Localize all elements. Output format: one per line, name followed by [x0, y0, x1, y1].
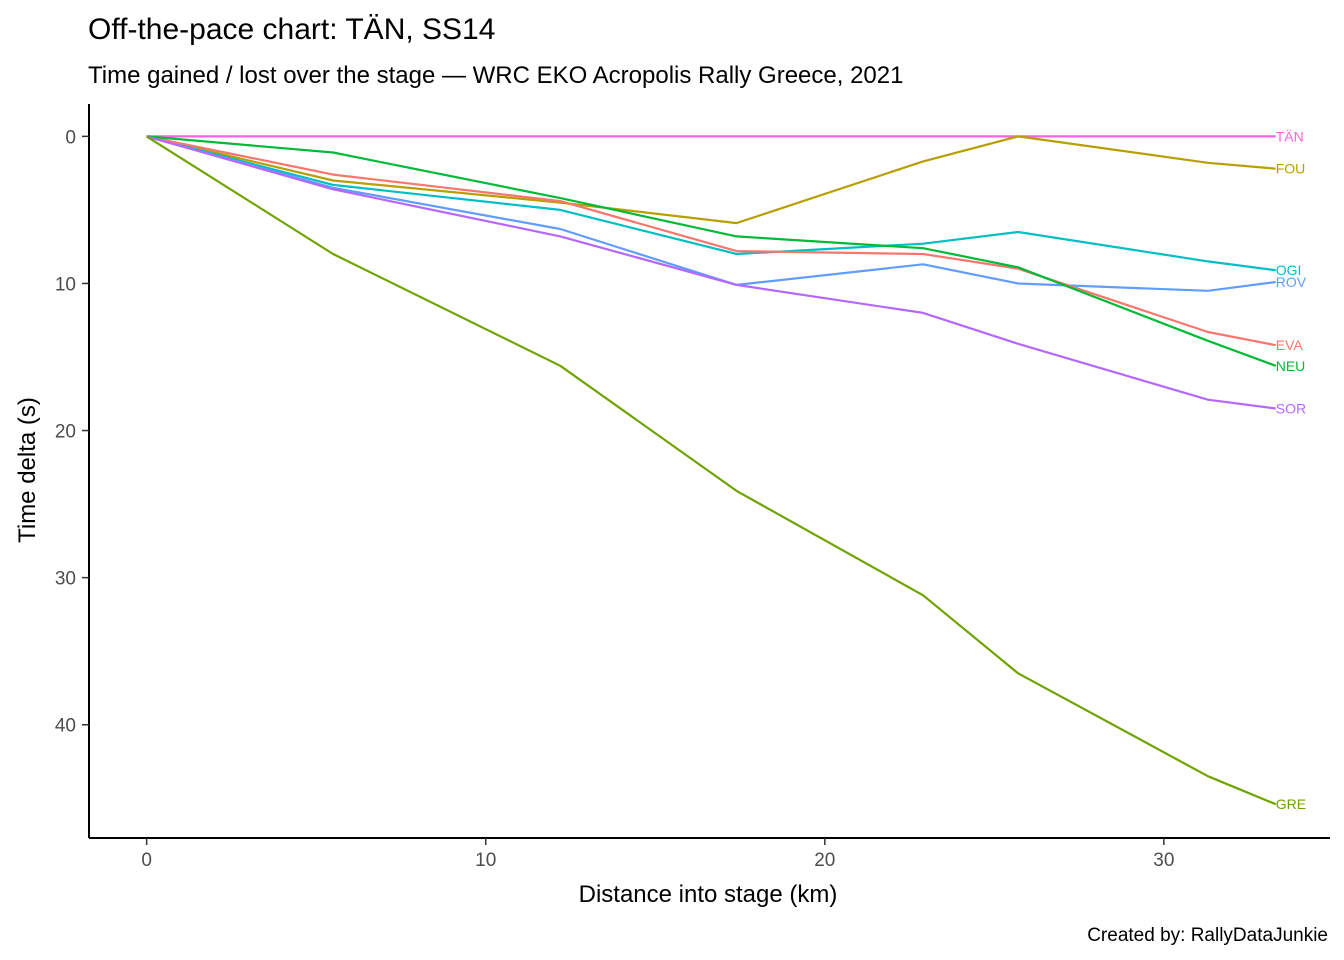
series-label-fou: FOU [1276, 161, 1306, 177]
series-line-neu [146, 135, 1277, 367]
series-label-eva: EVA [1276, 337, 1304, 353]
x-axis-ticks: 0 10 20 30 [141, 838, 1174, 871]
y-axis-ticks: 0 10 20 30 40 [55, 127, 89, 737]
series-line-eva [146, 135, 1276, 347]
series-label-rov: ROV [1276, 274, 1307, 290]
series-line-fou [146, 135, 1276, 225]
series-label-ogi: OGI [1276, 262, 1302, 278]
series-line-rov [146, 135, 1276, 292]
series-label-neu: NEU [1276, 358, 1306, 374]
y-tick-label: 0 [65, 127, 76, 148]
x-tick-label: 10 [475, 850, 496, 871]
x-tick-label: 0 [141, 850, 152, 871]
x-tick-label: 30 [1153, 850, 1174, 871]
series-label-sor: SOR [1276, 400, 1306, 416]
series-lines [146, 135, 1277, 806]
x-tick-label: 20 [814, 850, 835, 871]
chart-caption: Created by: RallyDataJunkie [1087, 925, 1328, 946]
y-tick-label: 30 [55, 569, 76, 590]
series-label-tan: TÄN [1276, 128, 1304, 144]
chart-subtitle: Time gained / lost over the stage — WRC … [88, 62, 903, 89]
y-tick-label: 10 [55, 274, 76, 295]
series-line-ogi [146, 135, 1276, 272]
chart-title: Off-the-pace chart: TÄN, SS14 [88, 13, 495, 46]
y-tick-label: 40 [55, 716, 76, 737]
x-axis-title: Distance into stage (km) [579, 881, 838, 908]
y-axis-title: Time delta (s) [14, 397, 41, 543]
y-tick-label: 20 [55, 422, 76, 443]
series-line-gre [146, 135, 1277, 806]
series-label-gre: GRE [1276, 796, 1306, 812]
series-line-sor [146, 135, 1276, 410]
